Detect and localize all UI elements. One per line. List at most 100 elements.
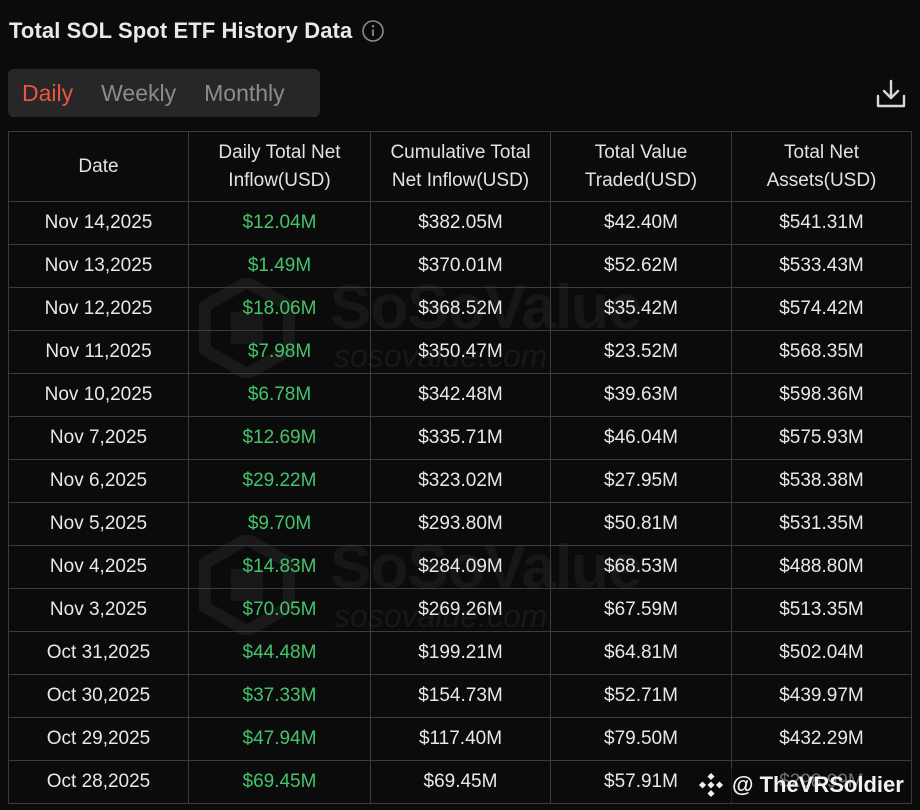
cell-date: Nov 13,2025: [8, 244, 189, 288]
cell-total-net-assets: $531.35M: [731, 502, 912, 546]
cell-total-net-assets: $488.80M: [731, 545, 912, 589]
cell-cumulative-net-inflow: $117.40M: [370, 717, 551, 761]
table-row[interactable]: Nov 13,2025 $1.49M $370.01M $52.62M $533.43M: [8, 244, 912, 288]
table-row[interactable]: Oct 30,2025 $37.33M $154.73M $52.71M $439.97…: [8, 674, 912, 718]
cell-daily-net-inflow: $70.05M: [188, 588, 371, 632]
cell-daily-net-inflow: $12.69M: [188, 416, 371, 460]
cell-total-value-traded: $46.04M: [550, 416, 732, 460]
cell-total-value-traded: $67.59M: [550, 588, 732, 632]
cell-total-net-assets: $575.93M: [731, 416, 912, 460]
cell-total-value-traded: $68.53M: [550, 545, 732, 589]
cell-cumulative-net-inflow: $284.09M: [370, 545, 551, 589]
cell-total-value-traded: $52.71M: [550, 674, 732, 718]
cell-cumulative-net-inflow: $69.45M: [370, 760, 551, 804]
cell-date: Nov 10,2025: [8, 373, 189, 417]
download-icon[interactable]: [873, 76, 909, 112]
column-header-net-assets[interactable]: Total Net Assets(USD): [731, 131, 912, 202]
cell-total-value-traded: $39.63M: [550, 373, 732, 417]
cell-daily-net-inflow: $12.04M: [188, 201, 371, 245]
table-row[interactable]: Nov 3,2025 $70.05M $269.26M $67.59M $513.35M: [8, 588, 912, 632]
cell-daily-net-inflow: $6.78M: [188, 373, 371, 417]
cell-daily-net-inflow: $1.49M: [188, 244, 371, 288]
tab-daily[interactable]: Daily: [22, 80, 74, 106]
cell-total-value-traded: $50.81M: [550, 502, 732, 546]
page-header: Total SOL Spot ETF History Data: [9, 18, 385, 44]
cell-cumulative-net-inflow: $199.21M: [370, 631, 551, 675]
column-header-label: Inflow(USD): [228, 169, 331, 191]
cell-date: Nov 7,2025: [8, 416, 189, 460]
cell-total-value-traded: $42.40M: [550, 201, 732, 245]
cell-total-net-assets: $439.97M: [731, 674, 912, 718]
cell-total-net-assets: $538.38M: [731, 459, 912, 503]
cell-date: Oct 31,2025: [8, 631, 189, 675]
cell-cumulative-net-inflow: $293.80M: [370, 502, 551, 546]
cell-total-value-traded: $23.52M: [550, 330, 732, 374]
cell-daily-net-inflow: $44.48M: [188, 631, 371, 675]
cell-total-net-assets: $574.42M: [731, 287, 912, 331]
table-row[interactable]: Nov 5,2025 $9.70M $293.80M $50.81M $531.35M: [8, 502, 912, 546]
cell-cumulative-net-inflow: $342.48M: [370, 373, 551, 417]
credit-text: @ TheVRSoldier: [732, 772, 904, 797]
table-row[interactable]: Nov 12,2025 $18.06M $368.52M $35.42M $574.42…: [8, 287, 912, 331]
cell-cumulative-net-inflow: $368.52M: [370, 287, 551, 331]
cell-total-value-traded: $35.42M: [550, 287, 732, 331]
period-tabs: Daily Weekly Monthly: [8, 69, 320, 117]
cell-cumulative-net-inflow: $335.71M: [370, 416, 551, 460]
column-header-date[interactable]: Date: [8, 131, 189, 202]
cell-cumulative-net-inflow: $323.02M: [370, 459, 551, 503]
tab-weekly[interactable]: Weekly: [101, 80, 177, 106]
table-row[interactable]: Nov 4,2025 $14.83M $284.09M $68.53M $488.80M: [8, 545, 912, 589]
column-header-label: Traded(USD): [584, 169, 698, 191]
cell-daily-net-inflow: $9.70M: [188, 502, 371, 546]
cell-date: Oct 30,2025: [8, 674, 189, 718]
cell-date: Nov 12,2025: [8, 287, 189, 331]
cell-daily-net-inflow: $7.98M: [188, 330, 371, 374]
cell-date: Oct 29,2025: [8, 717, 189, 761]
cell-total-net-assets: $533.43M: [731, 244, 912, 288]
cell-daily-net-inflow: $18.06M: [188, 287, 371, 331]
column-header-label: Daily Total Net: [218, 141, 341, 163]
info-icon[interactable]: [361, 19, 385, 43]
binance-logo-icon: [698, 772, 724, 798]
cell-cumulative-net-inflow: $370.01M: [370, 244, 551, 288]
cell-total-value-traded: $64.81M: [550, 631, 732, 675]
cell-cumulative-net-inflow: $154.73M: [370, 674, 551, 718]
column-header-cumulative-inflow[interactable]: Cumulative Total Net Inflow(USD): [370, 131, 551, 202]
cell-total-value-traded: $79.50M: [550, 717, 732, 761]
column-header-label: Date: [78, 155, 119, 177]
cell-daily-net-inflow: $47.94M: [188, 717, 371, 761]
cell-total-net-assets: $541.31M: [731, 201, 912, 245]
cell-date: Nov 3,2025: [8, 588, 189, 632]
cell-date: Oct 28,2025: [8, 760, 189, 804]
cell-date: Nov 5,2025: [8, 502, 189, 546]
table-row[interactable]: Nov 7,2025 $12.69M $335.71M $46.04M $575.93M: [8, 416, 912, 460]
page-title: Total SOL Spot ETF History Data: [9, 18, 353, 43]
credit-overlay: @ TheVRSoldier: [698, 768, 910, 802]
cell-total-net-assets: $598.36M: [731, 373, 912, 417]
table-row[interactable]: Nov 6,2025 $29.22M $323.02M $27.95M $538.38M: [8, 459, 912, 503]
column-header-label: Net Inflow(USD): [391, 169, 530, 191]
cell-total-value-traded: $52.62M: [550, 244, 732, 288]
cell-daily-net-inflow: $14.83M: [188, 545, 371, 589]
table-row[interactable]: Nov 11,2025 $7.98M $350.47M $23.52M $568.35M: [8, 330, 912, 374]
cell-date: Nov 6,2025: [8, 459, 189, 503]
table-row[interactable]: Nov 10,2025 $6.78M $342.48M $39.63M $598.36M: [8, 373, 912, 417]
cell-daily-net-inflow: $69.45M: [188, 760, 371, 804]
table-row[interactable]: Oct 29,2025 $47.94M $117.40M $79.50M $432.29…: [8, 717, 912, 761]
tab-monthly[interactable]: Monthly: [204, 80, 285, 106]
cell-daily-net-inflow: $37.33M: [188, 674, 371, 718]
cell-cumulative-net-inflow: $382.05M: [370, 201, 551, 245]
table-header-row: Date Daily Total Net Inflow(USD) Cumulati…: [8, 131, 912, 202]
cell-cumulative-net-inflow: $269.26M: [370, 588, 551, 632]
cell-daily-net-inflow: $29.22M: [188, 459, 371, 503]
table-row[interactable]: Oct 31,2025 $44.48M $199.21M $64.81M $502.04…: [8, 631, 912, 675]
cell-date: Nov 14,2025: [8, 201, 189, 245]
cell-total-net-assets: $568.35M: [731, 330, 912, 374]
column-header-label: Assets(USD): [766, 169, 877, 191]
cell-cumulative-net-inflow: $350.47M: [370, 330, 551, 374]
table-row[interactable]: Nov 14,2025 $12.04M $382.05M $42.40M $541.31…: [8, 201, 912, 245]
column-header-value-traded[interactable]: Total Value Traded(USD): [550, 131, 732, 202]
cell-total-net-assets: $432.29M: [731, 717, 912, 761]
column-header-label: Total Net: [784, 141, 859, 163]
column-header-daily-inflow[interactable]: Daily Total Net Inflow(USD): [188, 131, 371, 202]
